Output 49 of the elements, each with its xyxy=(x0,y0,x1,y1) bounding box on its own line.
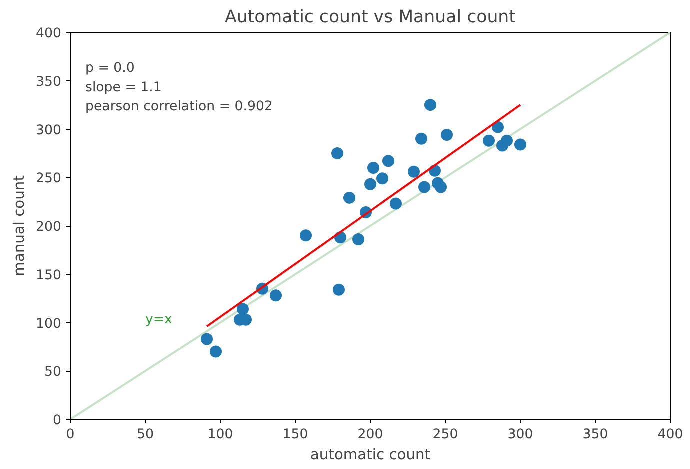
point xyxy=(424,99,436,112)
point xyxy=(270,290,282,302)
y-tick-label: 200 xyxy=(36,220,62,235)
point xyxy=(368,162,380,174)
point xyxy=(390,198,402,210)
x-tick-label: 350 xyxy=(582,428,608,442)
point xyxy=(492,121,504,134)
point xyxy=(483,134,495,147)
x-tick-label: 300 xyxy=(508,428,534,442)
point xyxy=(418,181,430,194)
y-axis-title: manual count xyxy=(11,175,28,276)
x-tick-label: 400 xyxy=(658,428,684,442)
point xyxy=(210,346,222,358)
point xyxy=(237,303,249,316)
x-axis-title: automatic count xyxy=(310,446,431,464)
point xyxy=(435,181,447,194)
y-tick-label: 50 xyxy=(44,365,62,380)
point xyxy=(333,284,345,296)
x-tick-label: 50 xyxy=(137,428,154,442)
point xyxy=(408,166,420,178)
point xyxy=(382,155,394,168)
point xyxy=(514,138,526,151)
annotation: p = 0.0 xyxy=(86,61,135,76)
annotation: pearson correlation = 0.902 xyxy=(86,100,273,115)
series-label: y=x xyxy=(146,312,173,328)
point xyxy=(501,134,513,147)
point xyxy=(416,132,428,145)
x-tick-label: 150 xyxy=(282,428,308,442)
point xyxy=(364,178,376,190)
x-tick-label: 100 xyxy=(208,428,234,442)
y-tick-label: 300 xyxy=(36,123,62,138)
y-tick-label: 400 xyxy=(36,26,62,42)
point xyxy=(201,333,213,346)
point xyxy=(441,129,453,142)
point xyxy=(344,192,356,204)
x-tick-label: 0 xyxy=(66,428,75,442)
point xyxy=(332,147,344,160)
point xyxy=(352,234,364,246)
x-tick-label: 250 xyxy=(432,428,458,442)
y-tick-label: 350 xyxy=(36,74,62,90)
point xyxy=(376,172,388,185)
annotation: slope = 1.1 xyxy=(86,80,162,96)
chart-title: Automatic count vs Manual count xyxy=(225,8,516,28)
y-tick-label: 150 xyxy=(36,268,62,284)
point xyxy=(300,230,312,242)
y-tick-label: 100 xyxy=(36,316,62,332)
x-tick-label: 200 xyxy=(358,428,384,442)
y-tick-label: 250 xyxy=(36,172,62,187)
y-tick-label: 0 xyxy=(53,414,62,428)
